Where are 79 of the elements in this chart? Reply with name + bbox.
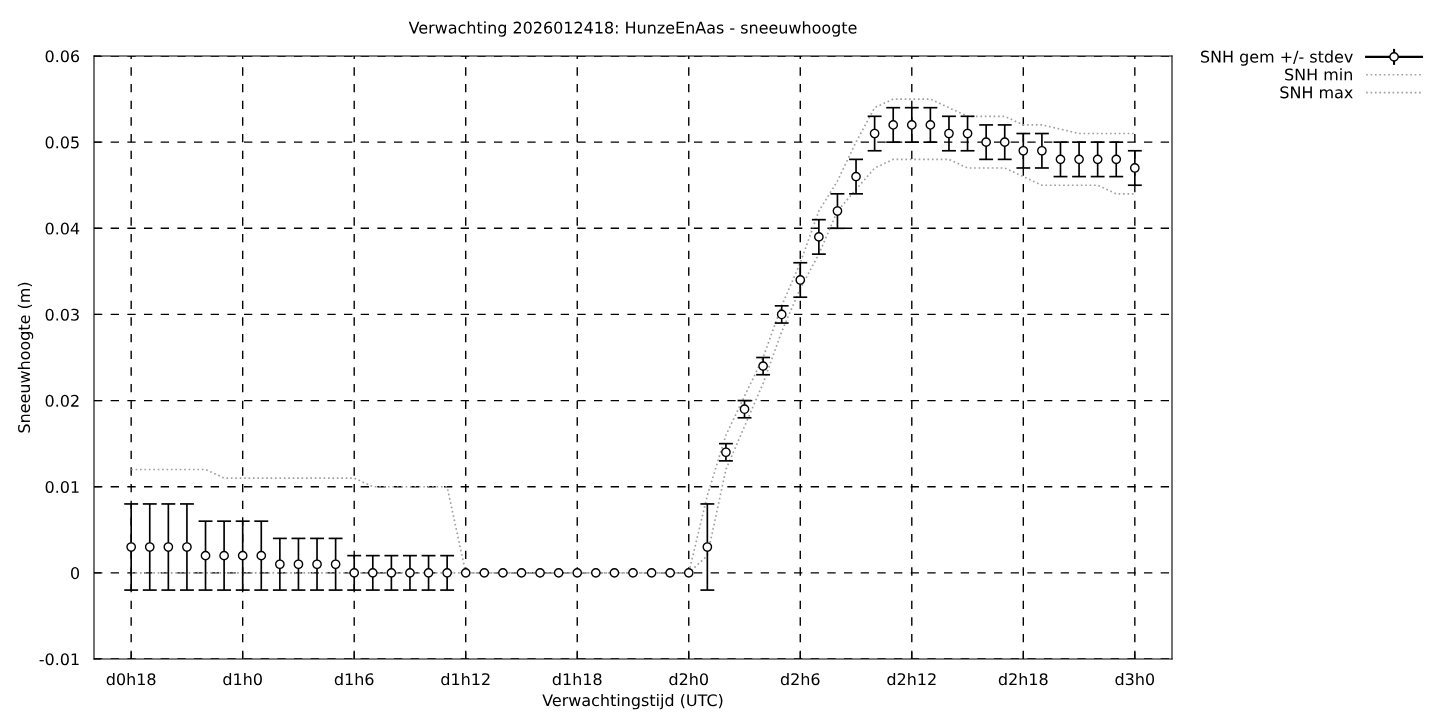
point (460, 567, 471, 578)
point (516, 567, 527, 578)
point (869, 128, 880, 139)
point (312, 559, 322, 570)
x-tick-label: d1h0 (223, 672, 262, 686)
point (367, 567, 378, 578)
point (442, 567, 452, 578)
point (646, 567, 657, 578)
point (535, 567, 545, 578)
point (609, 567, 620, 578)
x-tick-label: d3h0 (1115, 672, 1155, 686)
point (832, 206, 843, 216)
point (498, 567, 508, 578)
point (1111, 154, 1122, 165)
x-tick-label: d2h0 (669, 672, 708, 686)
point (423, 567, 434, 578)
point (200, 550, 211, 561)
point (349, 567, 360, 578)
point (795, 275, 806, 285)
point (999, 137, 1010, 148)
x-tick-label: d1h18 (552, 672, 602, 686)
y-tick-label: 0.06 (45, 50, 80, 63)
point (721, 447, 731, 458)
x-axis-title: Verwachtingstijd (UTC) (542, 693, 723, 710)
point (1018, 145, 1029, 156)
point (962, 128, 973, 139)
point (944, 128, 954, 139)
point (553, 567, 564, 578)
point (1074, 154, 1084, 165)
point (144, 542, 155, 552)
point (163, 542, 174, 552)
x-tick-label: d1h12 (441, 672, 490, 686)
x-tick-label: d0h18 (106, 672, 156, 686)
point (906, 120, 917, 130)
point (330, 559, 341, 570)
point (925, 120, 936, 130)
legend-label: SNH max (1280, 86, 1353, 99)
point (590, 567, 601, 578)
point (665, 567, 676, 578)
point (126, 542, 137, 552)
point (851, 171, 861, 182)
y-tick-label: 0.03 (45, 308, 79, 321)
chart-title: Verwachting 2026012418: HunzeEnAas - sneeuwhoogte (408, 21, 857, 37)
x-tick-label: d2h18 (998, 672, 1048, 686)
point (1055, 154, 1066, 165)
point (888, 120, 899, 130)
point (405, 567, 415, 578)
point (1092, 154, 1103, 165)
point (1037, 145, 1047, 156)
y-tick-label: 0 (71, 567, 80, 580)
x-tick-label: d1h6 (334, 672, 374, 686)
point (814, 232, 824, 242)
point (758, 361, 768, 371)
y-tick-label: -0.01 (39, 653, 79, 666)
y-tick-label: 0.01 (45, 480, 79, 494)
point (219, 550, 229, 561)
point (702, 542, 713, 552)
point (479, 567, 490, 578)
point (293, 559, 304, 570)
legend-label: SNH min (1285, 68, 1352, 81)
point (275, 559, 285, 570)
point (256, 550, 267, 561)
legend-label: SNH gem +/- stdev (1201, 50, 1353, 66)
y-tick-label: 0.02 (45, 394, 79, 407)
point (739, 404, 750, 415)
point (386, 567, 397, 578)
point (628, 567, 638, 578)
y-axis-title: Sneeuwhoogte (m) (17, 282, 34, 433)
y-tick-label: 0.04 (45, 222, 80, 235)
point (237, 550, 248, 561)
y-tick-label: 0.05 (45, 136, 79, 149)
point (1129, 163, 1140, 173)
point (776, 309, 787, 320)
point (683, 567, 694, 578)
x-tick-label: d2h6 (780, 672, 820, 686)
point (572, 567, 583, 578)
point (981, 137, 991, 148)
x-tick-label: d2h12 (887, 672, 936, 686)
point (182, 542, 192, 552)
